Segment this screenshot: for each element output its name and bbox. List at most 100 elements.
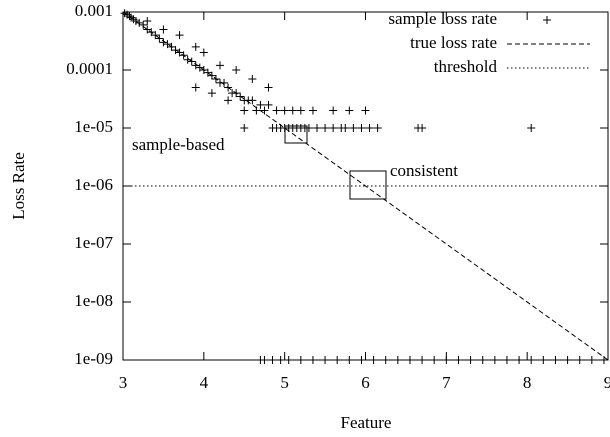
sample-point bbox=[454, 356, 463, 364]
sample-point bbox=[551, 356, 560, 364]
sample-point bbox=[199, 48, 208, 57]
sample-point bbox=[195, 63, 204, 72]
sample-point bbox=[240, 106, 249, 115]
sample-point bbox=[373, 124, 382, 132]
sample-point bbox=[341, 124, 350, 132]
y-tick-label: 0.0001 bbox=[66, 59, 113, 78]
y-tick-label: 1e-08 bbox=[74, 291, 113, 310]
sample-point bbox=[131, 16, 140, 25]
sample-point bbox=[264, 83, 273, 92]
sample-point bbox=[430, 356, 439, 364]
sample-point bbox=[264, 100, 273, 109]
y-tick-label: 1e-05 bbox=[74, 117, 113, 136]
sample-point bbox=[527, 124, 536, 132]
sample-point bbox=[575, 356, 584, 364]
y-tick-label: 0.001 bbox=[75, 1, 113, 20]
sample-point bbox=[191, 61, 200, 70]
sample-point bbox=[357, 124, 366, 132]
sample-point bbox=[321, 356, 330, 364]
sample-point bbox=[365, 124, 374, 132]
sample-point bbox=[405, 356, 414, 364]
legend-symbol bbox=[543, 16, 551, 24]
sample-point bbox=[284, 356, 293, 364]
sample-point bbox=[232, 66, 241, 74]
sample-point bbox=[349, 124, 358, 132]
sample-point bbox=[139, 20, 148, 29]
sample-point bbox=[143, 16, 152, 25]
sample-point bbox=[280, 106, 289, 115]
legend-label: sample loss rate bbox=[388, 9, 497, 28]
sample-point bbox=[276, 356, 285, 364]
sample-point bbox=[539, 356, 548, 364]
sample-point bbox=[393, 356, 402, 364]
sample-point bbox=[272, 106, 281, 115]
annotation-box bbox=[284, 125, 308, 144]
sample-point bbox=[288, 106, 297, 115]
sample-point bbox=[329, 106, 338, 115]
y-tick-label: 1e-07 bbox=[74, 233, 113, 252]
y-tick-label: 1e-09 bbox=[74, 349, 113, 368]
sample-point bbox=[563, 356, 572, 364]
sample-point bbox=[466, 356, 475, 364]
sample-point bbox=[191, 83, 200, 92]
sample-point bbox=[357, 356, 366, 364]
sample-point bbox=[159, 25, 168, 34]
sample-point bbox=[175, 31, 184, 40]
sample-point bbox=[135, 18, 144, 27]
sample-point bbox=[304, 124, 313, 132]
sample-point bbox=[587, 356, 596, 364]
sample-point bbox=[163, 40, 172, 49]
dashed-line bbox=[122, 11, 609, 361]
x-tick-label: 7 bbox=[442, 373, 451, 392]
x-tick-label: 5 bbox=[280, 373, 289, 392]
sample-point bbox=[490, 356, 499, 364]
sample-point bbox=[381, 356, 390, 364]
sample-point bbox=[216, 61, 224, 70]
sample-point bbox=[333, 356, 342, 364]
sample-point bbox=[260, 106, 269, 115]
sample-point bbox=[308, 356, 317, 364]
sample-point bbox=[248, 74, 257, 83]
sample-point bbox=[527, 356, 536, 364]
sample-point bbox=[418, 356, 427, 364]
sample-point bbox=[125, 12, 134, 21]
sample-point bbox=[151, 31, 160, 40]
x-tick-label: 8 bbox=[523, 373, 532, 392]
sample-point bbox=[191, 42, 200, 51]
sample-point bbox=[207, 89, 216, 98]
sample-point bbox=[143, 25, 152, 34]
sample-point bbox=[345, 106, 354, 115]
y-tick-label: 1e-06 bbox=[74, 175, 113, 194]
x-tick-label: 6 bbox=[361, 373, 370, 392]
sample-point bbox=[313, 124, 321, 132]
y-axis-label: Loss Rate bbox=[9, 152, 28, 220]
sample-point bbox=[321, 124, 330, 132]
legend-label: threshold bbox=[434, 57, 498, 76]
sample-point bbox=[248, 96, 257, 105]
sample-point bbox=[240, 124, 249, 132]
sample-point bbox=[361, 106, 370, 115]
sample-point bbox=[329, 124, 338, 132]
annotation-box bbox=[349, 170, 387, 200]
annotation: sample-based bbox=[132, 135, 225, 154]
sample-point bbox=[418, 124, 427, 132]
sample-point bbox=[296, 106, 305, 115]
sample-point bbox=[175, 48, 184, 57]
sample-point bbox=[369, 356, 378, 364]
sample-point bbox=[515, 356, 524, 364]
sample-point bbox=[345, 356, 354, 364]
x-tick-label: 9 bbox=[604, 373, 610, 392]
legend-label: true loss rate bbox=[410, 33, 497, 52]
x-tick-label: 3 bbox=[119, 373, 128, 392]
sample-point bbox=[207, 71, 216, 80]
sample-point bbox=[159, 38, 168, 47]
sample-point bbox=[224, 96, 233, 105]
sample-point bbox=[442, 356, 451, 364]
sample-point bbox=[260, 356, 269, 364]
annotation: consistent bbox=[390, 161, 458, 180]
sample-point bbox=[502, 356, 511, 364]
sample-point bbox=[256, 100, 265, 109]
x-axis-label: Feature bbox=[341, 413, 392, 432]
sample-point bbox=[296, 356, 305, 364]
